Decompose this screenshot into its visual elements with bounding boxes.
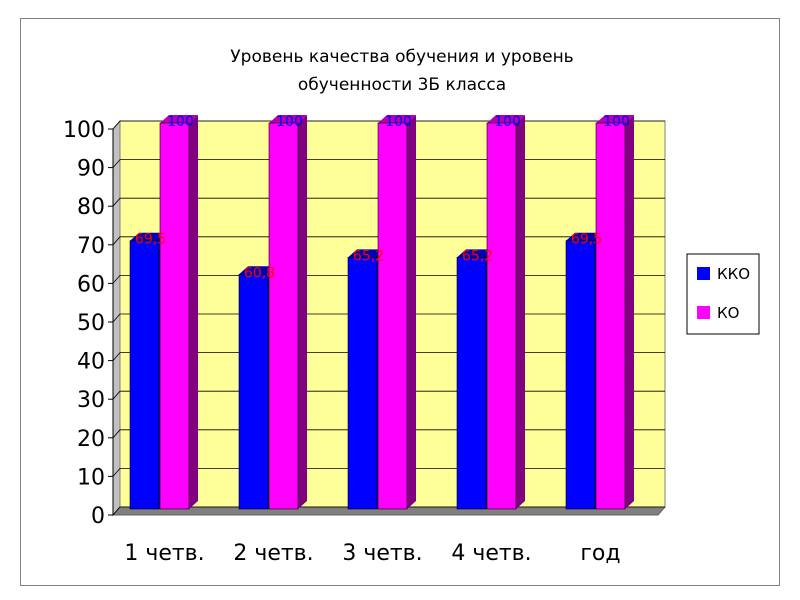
data-label: 69,5	[135, 232, 166, 248]
legend: ККО КО	[686, 253, 760, 335]
data-label: 100	[167, 114, 194, 130]
bar-top	[566, 232, 604, 241]
y-tick-label: 80	[77, 195, 105, 220]
data-labels: 69,5 100 60,8 100 65,2 100 65,2 100 69,5 100	[135, 114, 630, 281]
bar-top	[160, 115, 198, 123]
grid-line	[112, 197, 665, 207]
data-label: 60,8	[244, 265, 275, 281]
bar-side	[298, 115, 307, 509]
data-label: 100	[603, 114, 630, 130]
bar-top	[239, 266, 277, 275]
y-tick-label: 70	[77, 234, 105, 259]
bar	[159, 122, 190, 510]
y-tick-label: 0	[91, 504, 105, 529]
bar-top	[378, 115, 416, 123]
bar	[377, 122, 408, 510]
y-tick-label: 60	[77, 272, 105, 297]
bars	[129, 115, 634, 510]
data-label: 65,2	[353, 248, 384, 264]
x-axis-categories: 1 четв. 2 четв. 3 четв. 4 четв. год	[124, 541, 620, 566]
y-tick-label: 90	[77, 157, 105, 182]
bar-top	[348, 249, 386, 258]
bar	[347, 257, 378, 510]
y-tick-label: 20	[77, 427, 105, 452]
y-tick-label: 50	[77, 311, 105, 336]
bar	[595, 122, 626, 510]
bar-side	[625, 115, 634, 509]
grid-line	[112, 159, 665, 168]
legend-swatch-kko	[697, 267, 710, 280]
bar-top	[269, 115, 307, 123]
grid-line	[112, 236, 665, 246]
legend-label-kko: ККО	[717, 265, 750, 283]
y-axis-ticks: 0 10 20 30 40 50 60 70 80 90 100	[63, 118, 114, 529]
bar-top	[487, 115, 525, 123]
legend-swatch-ko	[697, 306, 710, 319]
bar-top	[596, 115, 634, 123]
data-label: 100	[276, 114, 303, 130]
bar-side	[516, 115, 525, 509]
data-label: 100	[494, 114, 521, 130]
y-tick-label: 100	[63, 118, 105, 143]
chart-title-line-1: Уровень качества обучения и уровень	[230, 47, 573, 67]
legend-label-ko: КО	[717, 304, 739, 322]
y-tick-label: 10	[77, 465, 105, 490]
bar-side	[189, 115, 198, 509]
bar	[268, 122, 299, 510]
data-label: 100	[385, 114, 412, 130]
chart-title-line-2: обученности 3Б класса	[298, 75, 506, 95]
x-tick-label: 3 четв.	[342, 541, 422, 566]
x-tick-label: 4 четв.	[451, 541, 531, 566]
bar-side	[407, 115, 416, 509]
data-label: 69,5	[571, 232, 602, 248]
bar	[238, 274, 269, 510]
bar-top	[130, 232, 168, 241]
grid-line	[112, 120, 665, 130]
x-tick-label: год	[580, 541, 620, 566]
bar	[456, 257, 487, 510]
bar	[486, 122, 517, 510]
x-tick-label: 1 четв.	[124, 541, 204, 566]
bar	[129, 240, 160, 510]
data-label: 65,2	[462, 248, 493, 264]
y-tick-label: 30	[77, 388, 105, 413]
x-tick-label: 2 четв.	[233, 541, 313, 566]
bar	[565, 240, 596, 510]
y-tick-label: 40	[77, 350, 105, 375]
bar-top	[457, 249, 495, 258]
